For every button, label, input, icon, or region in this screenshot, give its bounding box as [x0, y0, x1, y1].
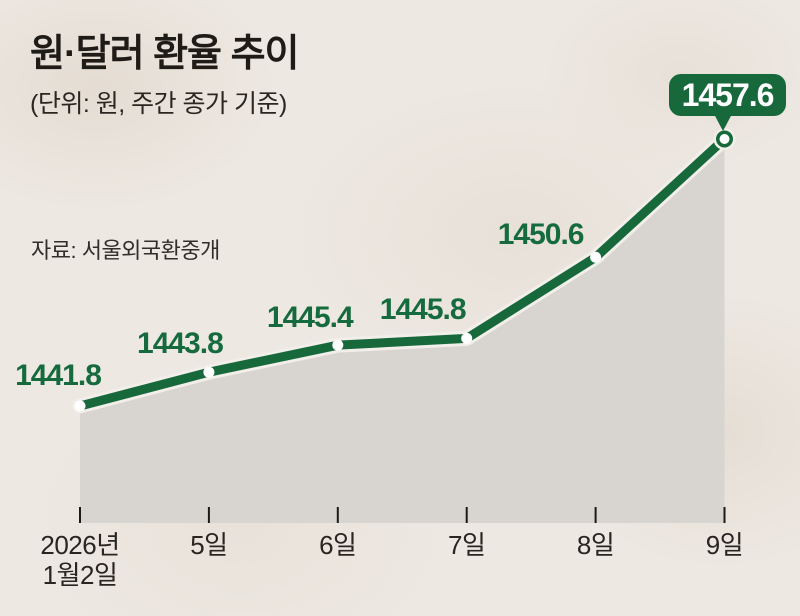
- x-axis-label-line: 2026년: [40, 530, 120, 560]
- exchange-rate-line: [75, 134, 729, 411]
- x-axis-label: 2026년 1월2일: [40, 530, 120, 590]
- data-point-dot: [590, 251, 602, 263]
- value-label: 1450.6: [497, 218, 585, 252]
- x-axis-label: 7일: [447, 530, 486, 560]
- source-note: 자료: 서울외국환중개: [31, 238, 220, 263]
- value-label: 1443.8: [137, 327, 224, 361]
- data-point-dot: [74, 400, 86, 412]
- x-axis-label: 5일: [190, 530, 228, 560]
- data-point-dots: [74, 127, 736, 412]
- x-axis-label-line: 1월2일: [42, 560, 118, 590]
- data-point-dot: [332, 339, 344, 351]
- chart-subtitle: (단위: 원, 주간 종가 기준): [30, 90, 287, 118]
- area-fill: [80, 138, 725, 524]
- x-axis-ticks: [79, 507, 726, 523]
- x-axis-label-line: 7일: [447, 530, 486, 560]
- highlight-badge: 1457.6: [669, 74, 786, 131]
- badge-tail-icon: [714, 114, 732, 131]
- data-point-dot: [719, 133, 730, 144]
- value-label: 1441.8: [15, 359, 102, 392]
- x-axis-label-line: 5일: [190, 530, 228, 560]
- x-axis-label-line: 6일: [319, 530, 357, 560]
- highlight-value: 1457.6: [681, 76, 775, 113]
- value-label: 1445.8: [379, 293, 467, 327]
- data-point-dot: [461, 332, 473, 344]
- x-axis-label: 8일: [576, 530, 615, 560]
- x-axis-label-line: 8일: [576, 530, 615, 560]
- chart-title: 원·달러 환율 추이: [30, 33, 299, 75]
- data-point-dot: [203, 366, 215, 378]
- x-axis-label-line: 9일: [705, 530, 744, 560]
- x-axis-label: 9일: [705, 530, 744, 560]
- x-axis-label: 6일: [319, 530, 357, 560]
- value-label: 1445.4: [266, 301, 354, 335]
